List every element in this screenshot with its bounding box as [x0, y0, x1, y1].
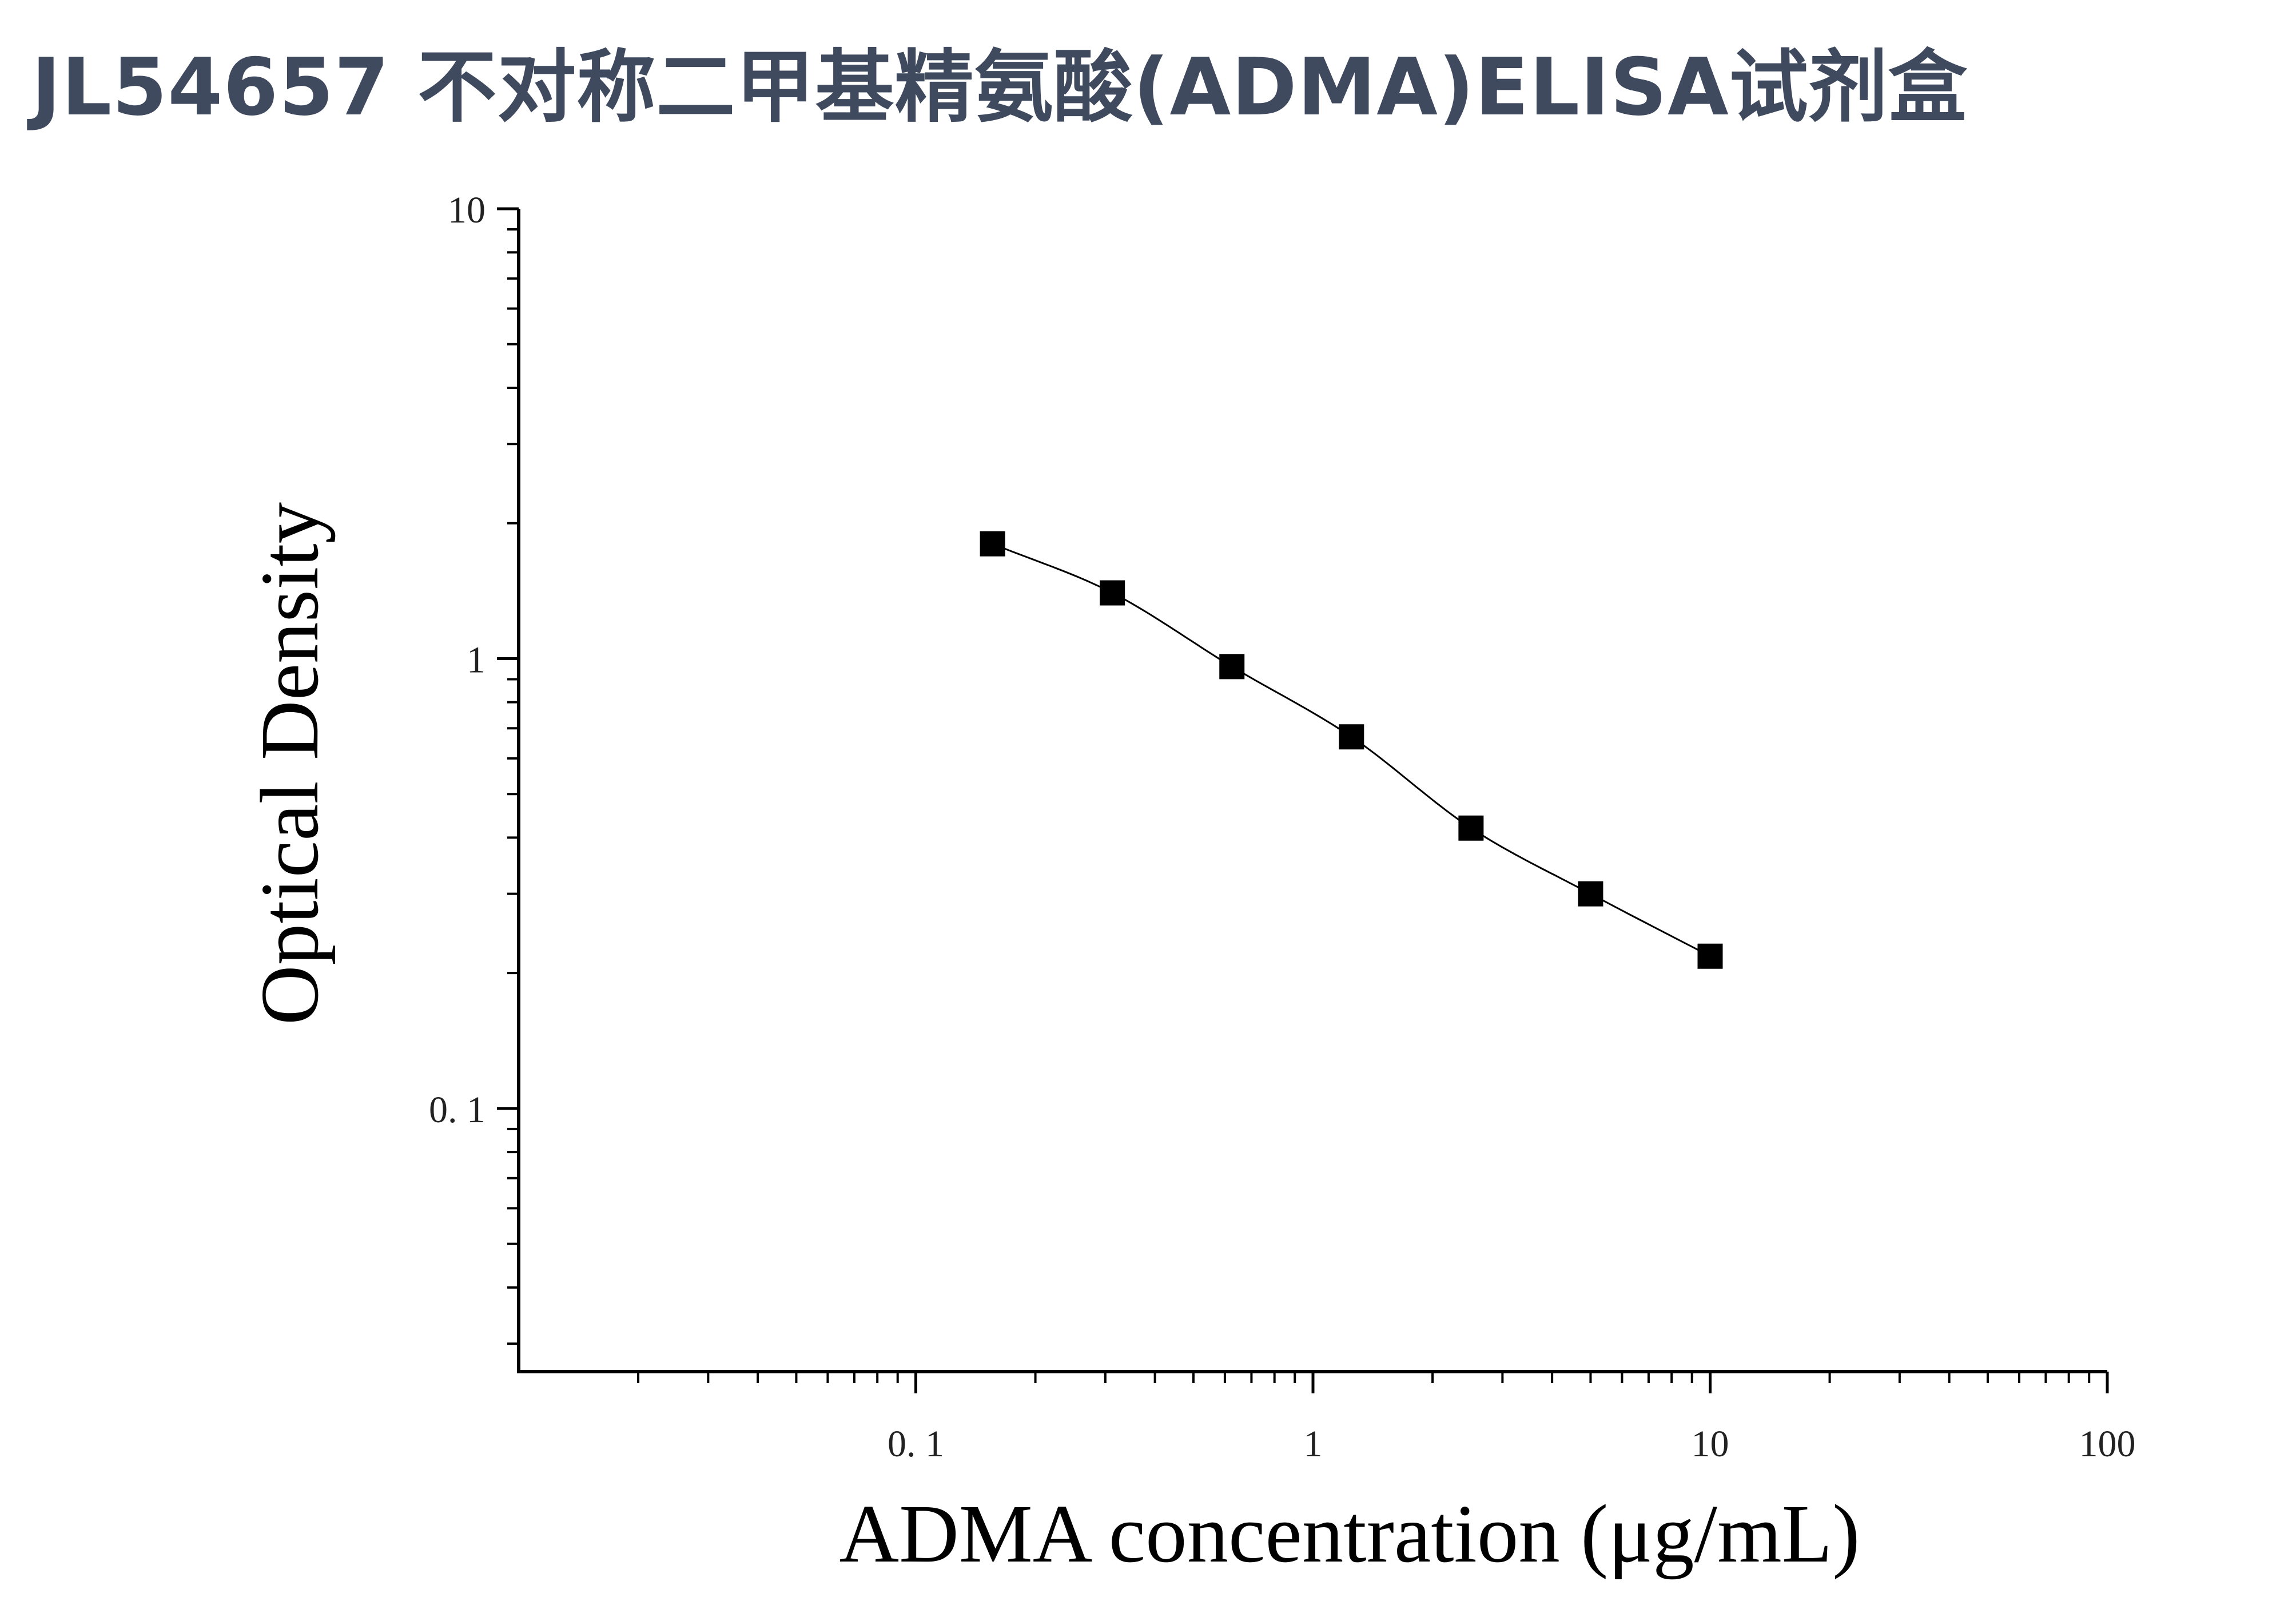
data-points-layer [980, 531, 1723, 969]
data-point [1100, 580, 1125, 606]
y-tick-label: 10 [448, 189, 486, 231]
x-tick-label: 10 [1692, 1423, 1729, 1465]
y-tick-label: 0. 1 [429, 1089, 486, 1131]
data-point [1219, 654, 1245, 680]
data-point [1578, 881, 1603, 907]
data-point [980, 531, 1005, 557]
data-point [1697, 943, 1723, 969]
data-point [1339, 724, 1364, 750]
data-point [1458, 815, 1484, 841]
x-axis-title: ADMA concentration (μg/mL) [839, 1488, 1860, 1580]
axes: 0. 1 1 10 100 0. 1 1 10 [429, 189, 2136, 1465]
y-axis-title: Optical Density [244, 502, 336, 1025]
y-tick-label: 1 [467, 639, 486, 681]
x-tick-label: 1 [1304, 1423, 1323, 1465]
x-tick-label: 100 [2079, 1423, 2136, 1465]
x-tick-label: 0. 1 [888, 1423, 944, 1465]
page-title: JL54657 不对称二甲基精氨酸(ADMA)ELISA试剂盒 [31, 41, 1968, 133]
